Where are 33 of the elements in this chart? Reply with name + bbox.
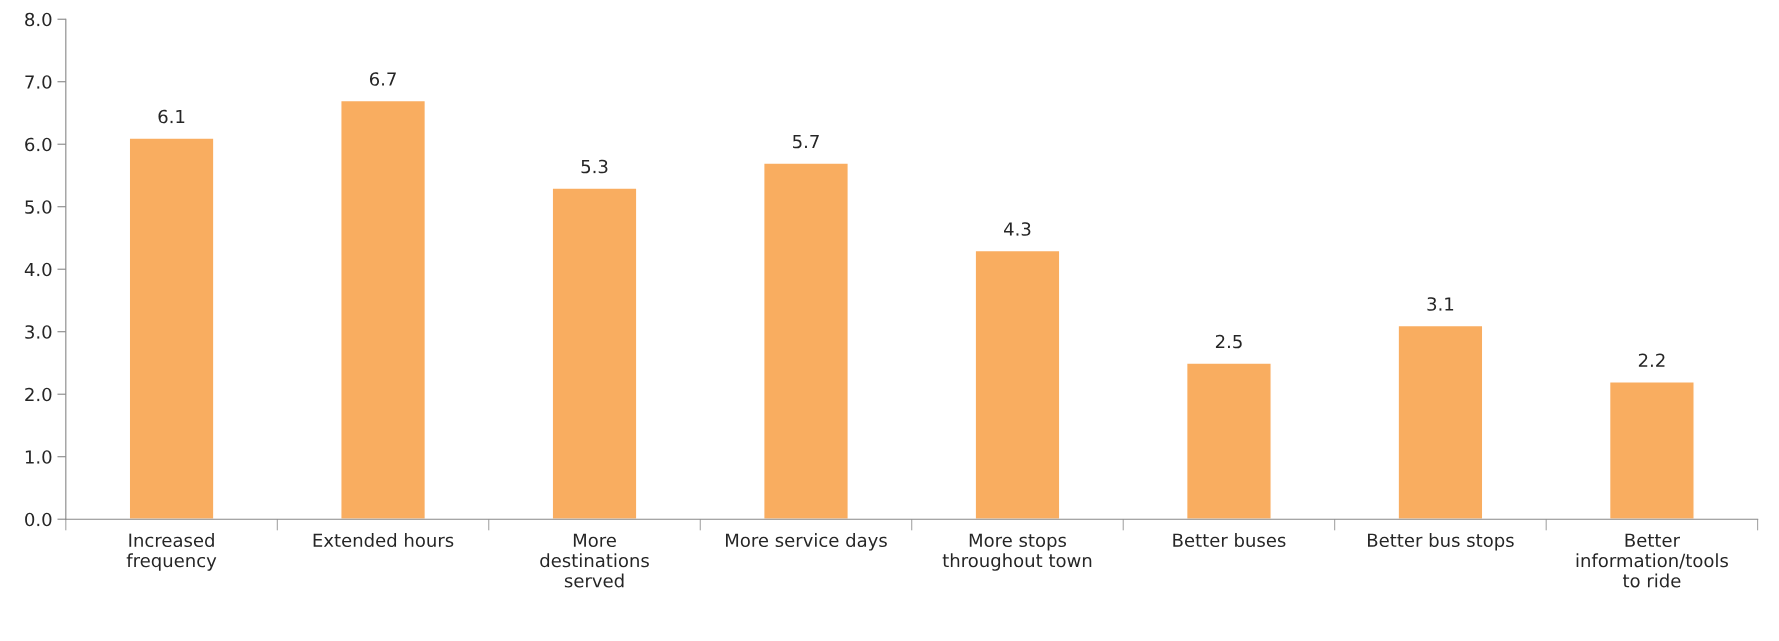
data-label: 5.7: [793, 134, 819, 149]
y-tick-label: 1.0: [25, 450, 52, 464]
y-tick-label: 4.0: [24, 262, 52, 277]
y-tick-label: 5.0: [25, 200, 52, 214]
data-label: 3.1: [1427, 297, 1454, 311]
y-tick-label: 7.0: [25, 75, 52, 89]
x-tick-label: Better bus stops: [1368, 533, 1514, 551]
bar: [1185, 362, 1272, 520]
y-tick-label: 0.0: [25, 512, 52, 527]
data-label: 5.3: [581, 159, 608, 174]
bar: [1608, 381, 1695, 520]
x-tick-label: Increased frequency: [126, 533, 217, 571]
y-tick-label: 8.0: [25, 12, 52, 27]
x-tick-label: Extended hours: [313, 533, 454, 548]
bar: [551, 187, 638, 520]
data-label: 6.1: [158, 109, 185, 124]
data-label: 6.7: [369, 72, 396, 86]
y-tick-label: 3.0: [25, 325, 52, 339]
x-tick-label: More stops throughout town: [942, 533, 1092, 571]
x-tick-label: Better information/tools to ride: [1576, 533, 1728, 588]
bar: [1397, 324, 1484, 520]
bar: [974, 249, 1061, 520]
bar: [763, 162, 849, 520]
data-label: 2.5: [1215, 334, 1242, 349]
data-label: 4.3: [1004, 222, 1031, 236]
y-tick-label: 2.0: [25, 387, 52, 402]
x-tick-label: Better buses: [1173, 533, 1286, 548]
x-tick-label: More destinations served: [540, 533, 649, 588]
bar: [340, 99, 427, 520]
bar: [128, 137, 215, 520]
x-tick-label: More service days: [726, 533, 887, 551]
y-tick-label: 6.0: [25, 137, 52, 152]
data-label: 2.2: [1638, 353, 1665, 367]
